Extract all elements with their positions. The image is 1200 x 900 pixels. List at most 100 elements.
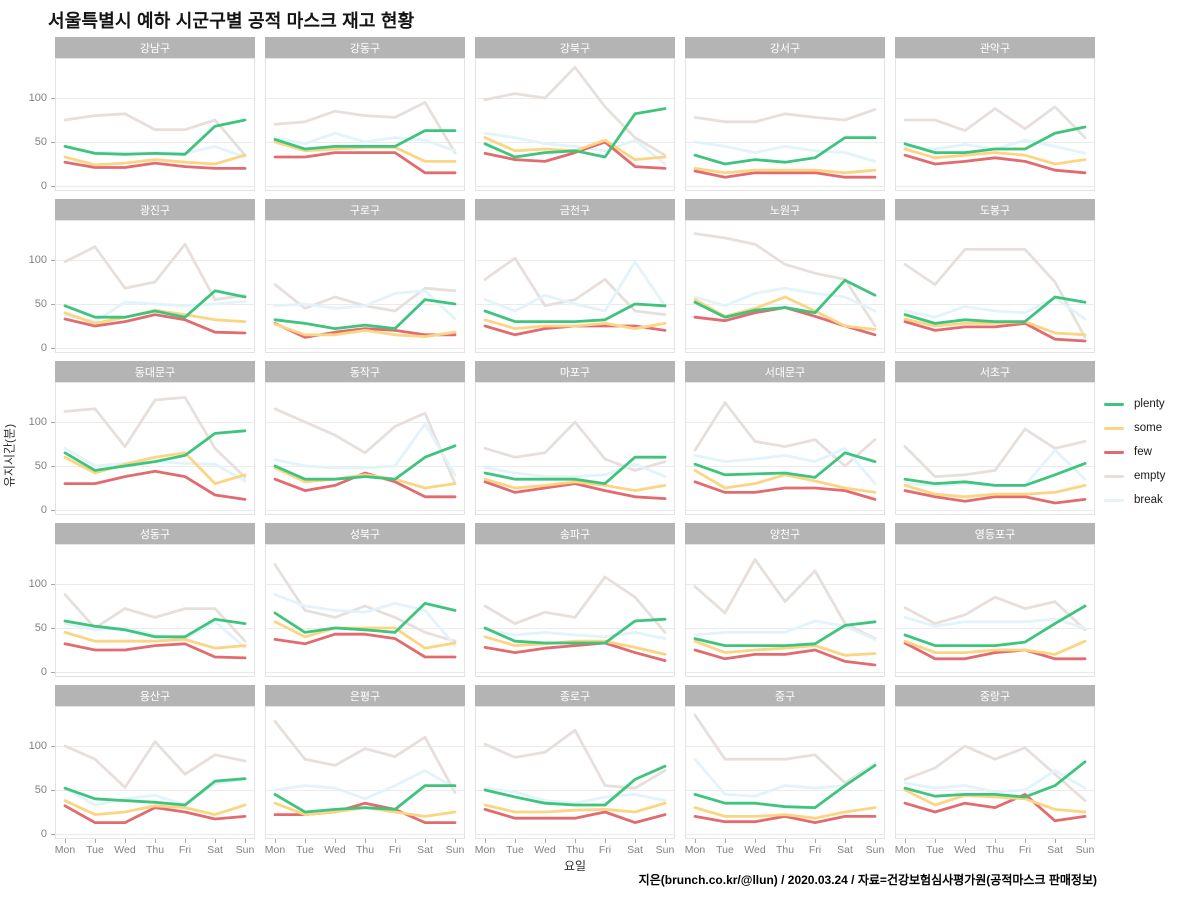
- facet-plot-area: [475, 58, 675, 191]
- line-few: [63, 469, 247, 501]
- y-tick-label: 50: [34, 784, 47, 796]
- x-tick-label: Sun: [445, 844, 465, 856]
- x-tick-label: Thu: [565, 844, 585, 856]
- x-tick-label: Wed: [114, 844, 136, 856]
- panel-border: [265, 382, 465, 515]
- facet-plot-area: [55, 58, 255, 191]
- facet-panel: [55, 382, 255, 515]
- facet-panel: [895, 544, 1095, 677]
- facet-panel: [685, 58, 885, 191]
- line-empty: [693, 557, 877, 640]
- y-tick-label: 100: [28, 740, 47, 752]
- x-tick-label: Tue: [926, 844, 944, 856]
- line-empty: [63, 395, 247, 479]
- line-few: [273, 632, 457, 659]
- x-tick-mark: [665, 839, 666, 843]
- x-tick-mark: [155, 839, 156, 843]
- y-tick-mark: [51, 142, 55, 143]
- y-tick-mark: [51, 304, 55, 305]
- x-tick-label: Fri: [388, 844, 402, 856]
- y-tick-label: 100: [28, 92, 47, 104]
- line-few: [483, 808, 667, 824]
- panel-border: [475, 220, 675, 353]
- x-tick-mark: [365, 839, 366, 843]
- x-tick-mark: [95, 839, 96, 843]
- x-tick-mark: [245, 839, 246, 843]
- facet-강서구: 강서구: [685, 37, 885, 191]
- panel-border: [265, 706, 465, 839]
- line-break: [273, 131, 457, 153]
- line-plenty: [693, 278, 877, 319]
- legend-swatch-break: [1104, 498, 1124, 502]
- line-break: [63, 778, 247, 807]
- panel-border: [685, 58, 885, 191]
- line-empty: [903, 427, 1087, 478]
- x-tick-mark: [965, 839, 966, 843]
- line-few: [903, 793, 1087, 823]
- line-plenty: [693, 620, 877, 647]
- line-some: [63, 631, 247, 650]
- legend-label-empty: empty: [1134, 470, 1166, 482]
- facet-노원구: 노원구: [685, 199, 885, 353]
- facet-성동구: 성동구: [55, 523, 255, 677]
- facet-strip-label: 마포구: [475, 361, 675, 382]
- facet-plot-area: [475, 220, 675, 353]
- facet-strip-label: 강북구: [475, 37, 675, 58]
- x-tick-label: Tue: [296, 844, 314, 856]
- line-empty: [903, 247, 1087, 339]
- facet-plot-area: [685, 706, 885, 839]
- facet-panel: [895, 706, 1095, 839]
- facet-panel: [475, 58, 675, 191]
- line-few: [483, 480, 667, 500]
- line-few: [483, 641, 667, 662]
- line-break: [693, 447, 877, 485]
- facet-구로구: 구로구: [265, 199, 465, 353]
- x-tick-mark: [815, 839, 816, 843]
- line-break: [273, 769, 457, 801]
- x-tick-mark: [515, 839, 516, 843]
- line-plenty: [903, 125, 1087, 154]
- panel-border: [475, 706, 675, 839]
- line-break: [483, 131, 667, 166]
- line-some: [693, 639, 877, 657]
- x-tick-mark: [305, 839, 306, 843]
- line-some: [693, 295, 877, 331]
- facet-panel: [265, 220, 465, 353]
- x-tick-label: Mon: [474, 844, 496, 856]
- facet-동대문구: 동대문구: [55, 361, 255, 515]
- line-few: [693, 815, 877, 824]
- facet-plot-area: [265, 58, 465, 191]
- x-tick-label: Fri: [178, 844, 192, 856]
- line-plenty: [273, 129, 457, 151]
- line-plenty: [693, 764, 877, 809]
- facet-panel: [685, 706, 885, 839]
- line-some: [63, 451, 247, 485]
- facet-strip-label: 동대문구: [55, 361, 255, 382]
- x-tick-mark: [545, 839, 546, 843]
- legend-item-empty: empty: [1104, 464, 1165, 488]
- panel-border: [895, 706, 1095, 839]
- line-plenty: [63, 289, 247, 319]
- line-some: [483, 635, 667, 656]
- x-tick-label: Sun: [235, 844, 255, 856]
- y-tick-label: 0: [40, 342, 47, 354]
- line-plenty: [273, 602, 457, 634]
- line-plenty: [273, 298, 457, 330]
- y-tick-label: 100: [28, 578, 47, 590]
- facet-strip-label: 구로구: [265, 199, 465, 220]
- line-break: [63, 300, 247, 323]
- panel-border: [55, 382, 255, 515]
- facet-panel: [895, 382, 1095, 515]
- facet-중랑구: 중랑구: [895, 685, 1095, 839]
- y-tick-mark: [51, 628, 55, 629]
- x-tick-mark: [995, 839, 996, 843]
- facet-금천구: 금천구: [475, 199, 675, 353]
- facet-plot-area: [895, 220, 1095, 353]
- line-empty: [693, 232, 877, 328]
- panel-border: [685, 220, 885, 353]
- x-tick-label: Wed: [534, 844, 556, 856]
- x-tick-label: Wed: [744, 844, 766, 856]
- x-tick-label: Wed: [954, 844, 976, 856]
- line-some: [903, 788, 1087, 814]
- facet-strip-label: 성동구: [55, 523, 255, 544]
